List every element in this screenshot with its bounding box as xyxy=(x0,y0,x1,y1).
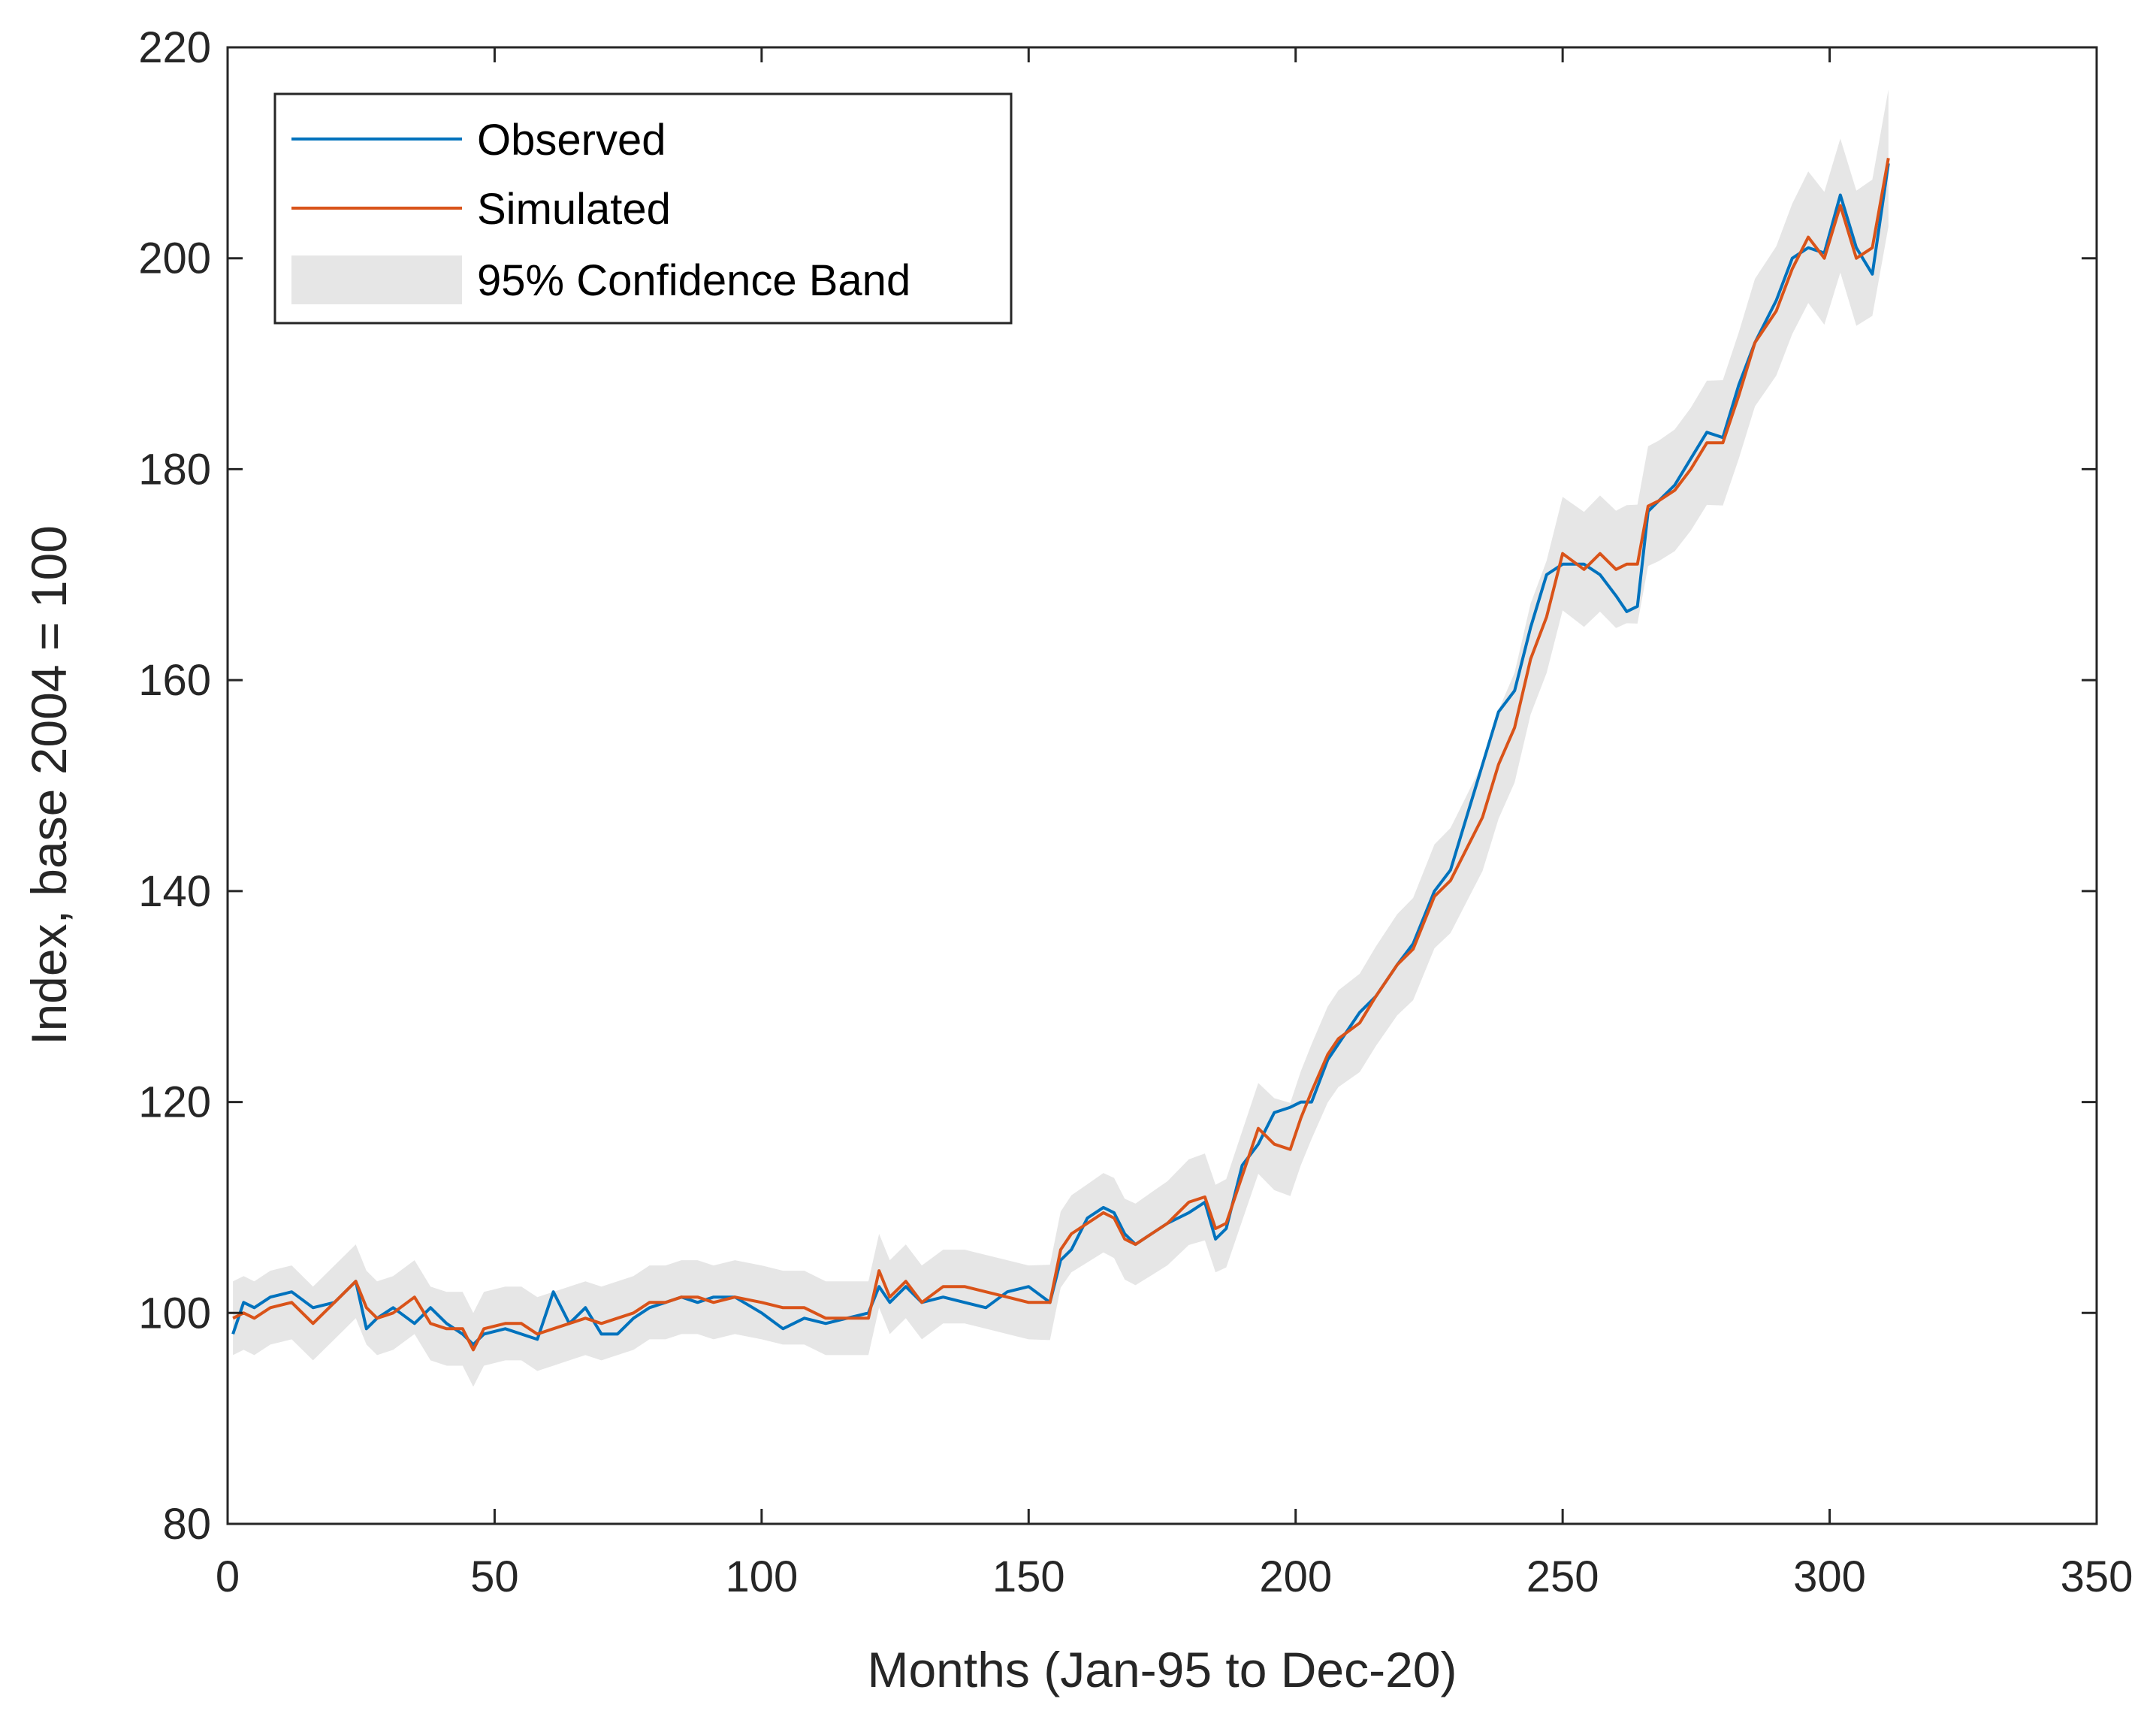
y-tick-label: 140 xyxy=(138,867,211,916)
legend: Observed Simulated 95% Confidence Band xyxy=(273,92,1013,325)
x-tick-label: 100 xyxy=(725,1552,798,1601)
y-tick-label: 180 xyxy=(138,445,211,494)
y-tick-label: 220 xyxy=(138,23,211,72)
x-tick-label: 300 xyxy=(1793,1552,1866,1601)
x-tick-label: 350 xyxy=(2061,1552,2133,1601)
y-tick-label: 200 xyxy=(138,234,211,283)
y-tick-label: 100 xyxy=(138,1289,211,1338)
y-tick-label: 120 xyxy=(138,1078,211,1127)
legend-label-simulated: Simulated xyxy=(477,185,671,234)
y-tick-label: 80 xyxy=(162,1500,211,1549)
x-tick-label: 50 xyxy=(470,1552,519,1601)
legend-label-band: 95% Confidence Band xyxy=(477,256,910,305)
y-axis-title: Index, base 2004 = 100 xyxy=(21,525,77,1045)
legend-swatch-band xyxy=(291,255,462,304)
x-tick-label: 0 xyxy=(216,1552,240,1601)
x-tick-label: 250 xyxy=(1526,1552,1599,1601)
series-lines-layer xyxy=(231,158,1890,1352)
x-tick-label: 150 xyxy=(992,1552,1065,1601)
y-tick-label: 160 xyxy=(138,656,211,705)
series-line-simulated xyxy=(232,158,1890,1352)
x-tick-label: 200 xyxy=(1259,1552,1332,1601)
plot-area-frame xyxy=(226,46,2098,1525)
series-line-observed xyxy=(231,163,1890,1347)
x-axis-title: Months (Jan-95 to Dec-20) xyxy=(867,1642,1457,1697)
axis-ticks-layer: 0 50 100 150 200 250 300 350 80 100 120 140 160 180 20… xyxy=(138,23,2133,1601)
legend-label-observed: Observed xyxy=(477,116,666,165)
